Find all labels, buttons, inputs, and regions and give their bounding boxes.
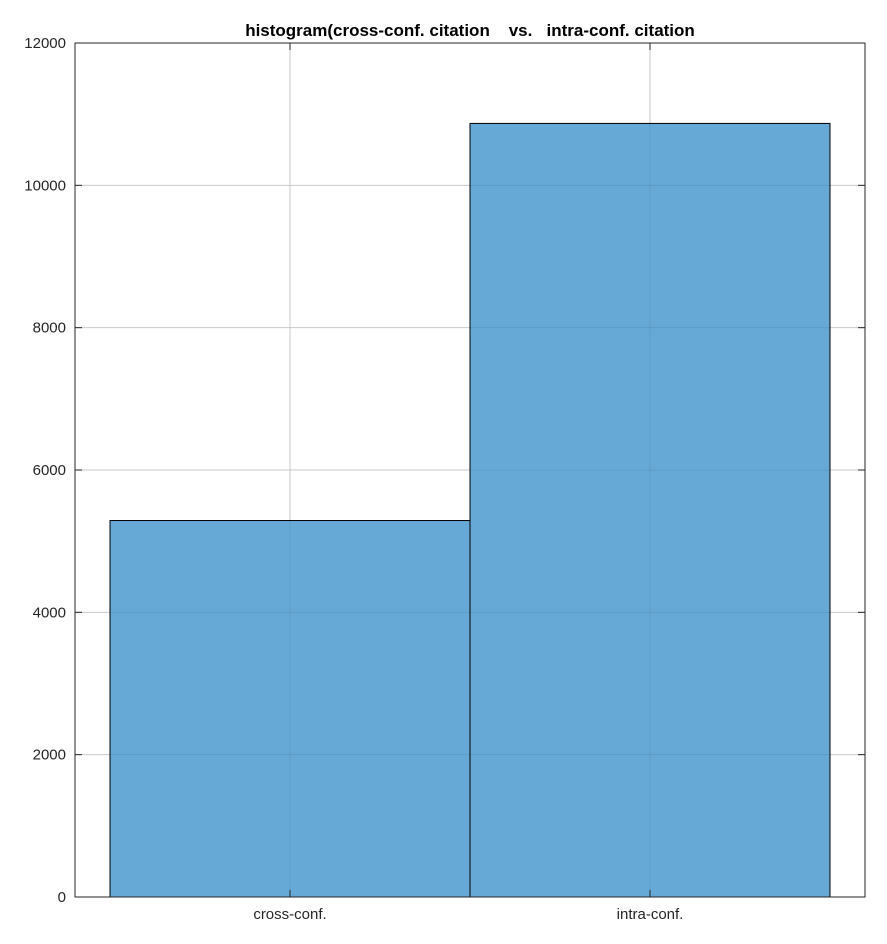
y-tick-label: 10000 (24, 177, 66, 194)
chart-title: histogram(cross-conf. citation vs. intra… (245, 21, 695, 40)
x-tick-label: cross-conf. (253, 906, 326, 923)
x-axis-ticks: cross-conf. intra-conf. (253, 43, 683, 923)
y-tick-label: 12000 (24, 35, 66, 52)
y-tick-label: 2000 (33, 747, 66, 764)
x-tick-label: intra-conf. (617, 906, 684, 923)
y-tick-label: 0 (58, 889, 66, 906)
y-tick-label: 6000 (33, 462, 66, 479)
bars (75, 42, 865, 898)
bar-intra-conf (469, 122, 831, 898)
y-axis-ticks: 0 2000 4000 6000 8000 10000 12000 (24, 35, 865, 906)
y-tick-label: 4000 (33, 604, 66, 621)
y-tick-label: 8000 (33, 320, 66, 337)
